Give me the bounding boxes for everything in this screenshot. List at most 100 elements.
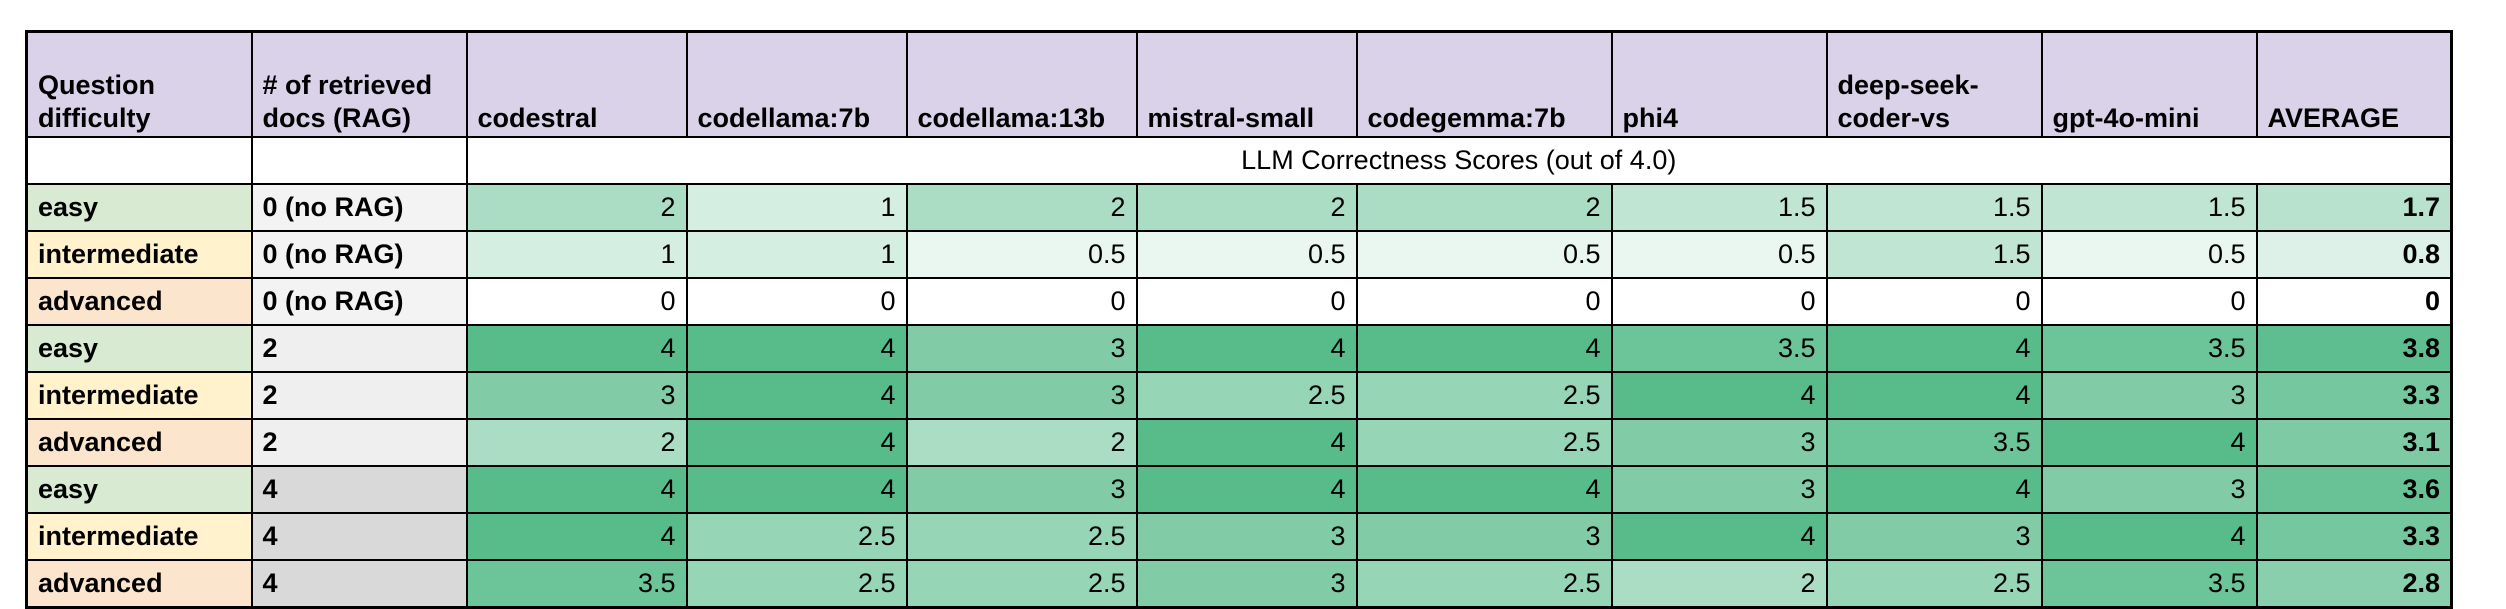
rag-docs-cell: 4 bbox=[250, 512, 468, 561]
rag-docs-cell: 4 bbox=[250, 559, 468, 609]
average-cell: 0 bbox=[2255, 277, 2453, 326]
score-cell-deep-seek-coder-vs: 4 bbox=[1825, 465, 2043, 514]
score-cell-gpt-4o-mini: 0.5 bbox=[2040, 230, 2258, 279]
score-cell-codestral: 4 bbox=[465, 465, 688, 514]
average-cell: 3.3 bbox=[2255, 371, 2453, 420]
score-cell-gpt-4o-mini: 3.5 bbox=[2040, 559, 2258, 609]
column-header-average: AVERAGE bbox=[2255, 30, 2453, 138]
difficulty-cell: intermediate bbox=[25, 512, 253, 561]
difficulty-cell: easy bbox=[25, 324, 253, 373]
score-cell-phi4: 0.5 bbox=[1610, 230, 1828, 279]
score-cell-phi4: 2 bbox=[1610, 559, 1828, 609]
average-cell: 3.6 bbox=[2255, 465, 2453, 514]
score-cell-deep-seek-coder-vs: 3.5 bbox=[1825, 418, 2043, 467]
score-cell-gpt-4o-mini: 4 bbox=[2040, 512, 2258, 561]
score-cell-codestral: 4 bbox=[465, 324, 688, 373]
score-cell-codestral: 2 bbox=[465, 183, 688, 232]
difficulty-cell: intermediate bbox=[25, 230, 253, 279]
score-cell-gpt-4o-mini: 1.5 bbox=[2040, 183, 2258, 232]
score-cell-codegemma-7b: 0.5 bbox=[1355, 230, 1613, 279]
score-cell-codellama-13b: 2 bbox=[905, 183, 1138, 232]
score-cell-phi4: 0 bbox=[1610, 277, 1828, 326]
table-row: advanced 2 2 4 2 4 2.5 3 3.5 4 3.1 bbox=[25, 418, 2453, 467]
score-cell-phi4: 4 bbox=[1610, 512, 1828, 561]
column-header-codellama-13b: codellama:13b bbox=[905, 30, 1138, 138]
score-cell-codestral: 2 bbox=[465, 418, 688, 467]
difficulty-cell: advanced bbox=[25, 277, 253, 326]
score-cell-gpt-4o-mini: 3 bbox=[2040, 371, 2258, 420]
score-cell-codegemma-7b: 0 bbox=[1355, 277, 1613, 326]
difficulty-cell: advanced bbox=[25, 559, 253, 609]
column-header-phi4: phi4 bbox=[1610, 30, 1828, 138]
score-cell-codellama-7b: 4 bbox=[685, 465, 908, 514]
score-cell-codellama-7b: 4 bbox=[685, 418, 908, 467]
score-cell-codellama-13b: 2 bbox=[905, 418, 1138, 467]
score-cell-codegemma-7b: 2.5 bbox=[1355, 371, 1613, 420]
column-header-gpt-4o-mini: gpt-4o-mini bbox=[2040, 30, 2258, 138]
score-cell-mistral-small: 2.5 bbox=[1135, 371, 1358, 420]
score-cell-deep-seek-coder-vs: 2.5 bbox=[1825, 559, 2043, 609]
column-header-mistral-small: mistral-small bbox=[1135, 30, 1358, 138]
score-cell-deep-seek-coder-vs: 1.5 bbox=[1825, 183, 2043, 232]
score-cell-mistral-small: 4 bbox=[1135, 465, 1358, 514]
table-row: intermediate 0 (no RAG) 1 1 0.5 0.5 0.5 0.5 1.5 0… bbox=[25, 230, 2453, 279]
score-cell-codestral: 3 bbox=[465, 371, 688, 420]
score-cell-codegemma-7b: 2 bbox=[1355, 183, 1613, 232]
average-cell: 0.8 bbox=[2255, 230, 2453, 279]
score-cell-codegemma-7b: 2.5 bbox=[1355, 559, 1613, 609]
column-header-codestral: codestral bbox=[465, 30, 688, 138]
average-cell: 3.3 bbox=[2255, 512, 2453, 561]
score-cell-codellama-7b: 0 bbox=[685, 277, 908, 326]
score-cell-mistral-small: 3 bbox=[1135, 559, 1358, 609]
table-subtitle: LLM Correctness Scores (out of 4.0) bbox=[465, 136, 2453, 185]
column-header-codellama-7b: codellama:7b bbox=[685, 30, 908, 138]
score-cell-mistral-small: 0.5 bbox=[1135, 230, 1358, 279]
score-cell-codellama-13b: 3 bbox=[905, 371, 1138, 420]
score-cell-mistral-small: 4 bbox=[1135, 418, 1358, 467]
score-cell-codellama-13b: 0.5 bbox=[905, 230, 1138, 279]
score-cell-codestral: 4 bbox=[465, 512, 688, 561]
score-cell-codellama-7b: 2.5 bbox=[685, 559, 908, 609]
llm-scores-table: Question difficulty # of retrieved docs (… bbox=[25, 30, 2453, 609]
score-cell-codellama-13b: 2.5 bbox=[905, 559, 1138, 609]
score-cell-codegemma-7b: 2.5 bbox=[1355, 418, 1613, 467]
score-cell-mistral-small: 3 bbox=[1135, 512, 1358, 561]
rag-docs-cell: 2 bbox=[250, 418, 468, 467]
score-cell-codellama-13b: 3 bbox=[905, 465, 1138, 514]
score-cell-deep-seek-coder-vs: 0 bbox=[1825, 277, 2043, 326]
score-cell-codellama-7b: 2.5 bbox=[685, 512, 908, 561]
rag-docs-cell: 4 bbox=[250, 465, 468, 514]
column-header-deep-seek-coder-vs: deep-seek-coder-vs bbox=[1825, 30, 2043, 138]
average-cell: 2.8 bbox=[2255, 559, 2453, 609]
score-cell-phi4: 3 bbox=[1610, 418, 1828, 467]
difficulty-cell: intermediate bbox=[25, 371, 253, 420]
score-cell-gpt-4o-mini: 4 bbox=[2040, 418, 2258, 467]
table-body: LLM Correctness Scores (out of 4.0) easy 0… bbox=[25, 136, 2453, 609]
table-row: easy 2 4 4 3 4 4 3.5 4 3.5 3.8 bbox=[25, 324, 2453, 373]
average-cell: 1.7 bbox=[2255, 183, 2453, 232]
column-header-question-difficulty: Question difficulty bbox=[25, 30, 253, 138]
score-cell-codegemma-7b: 3 bbox=[1355, 512, 1613, 561]
score-cell-phi4: 4 bbox=[1610, 371, 1828, 420]
table-row: advanced 0 (no RAG) 0 0 0 0 0 0 0 0 0 bbox=[25, 277, 2453, 326]
table-row: intermediate 2 3 4 3 2.5 2.5 4 4 3 3.3 bbox=[25, 371, 2453, 420]
score-cell-codellama-7b: 1 bbox=[685, 183, 908, 232]
table-row: intermediate 4 4 2.5 2.5 3 3 4 3 4 3.3 bbox=[25, 512, 2453, 561]
table-row: easy 4 4 4 3 4 4 3 4 3 3.6 bbox=[25, 465, 2453, 514]
score-cell-mistral-small: 0 bbox=[1135, 277, 1358, 326]
score-cell-gpt-4o-mini: 3 bbox=[2040, 465, 2258, 514]
difficulty-cell: advanced bbox=[25, 418, 253, 467]
score-cell-codellama-13b: 0 bbox=[905, 277, 1138, 326]
score-cell-codellama-7b: 4 bbox=[685, 324, 908, 373]
subtitle-empty-cell bbox=[25, 136, 253, 185]
score-cell-codestral: 0 bbox=[465, 277, 688, 326]
score-cell-deep-seek-coder-vs: 1.5 bbox=[1825, 230, 2043, 279]
rag-docs-cell: 0 (no RAG) bbox=[250, 183, 468, 232]
score-cell-deep-seek-coder-vs: 3 bbox=[1825, 512, 2043, 561]
score-cell-codegemma-7b: 4 bbox=[1355, 465, 1613, 514]
score-cell-codellama-7b: 4 bbox=[685, 371, 908, 420]
column-header-of-retrieved-docs-rag: # of retrieved docs (RAG) bbox=[250, 30, 468, 138]
score-cell-codellama-13b: 3 bbox=[905, 324, 1138, 373]
header-row: Question difficulty # of retrieved docs (… bbox=[25, 30, 2453, 138]
